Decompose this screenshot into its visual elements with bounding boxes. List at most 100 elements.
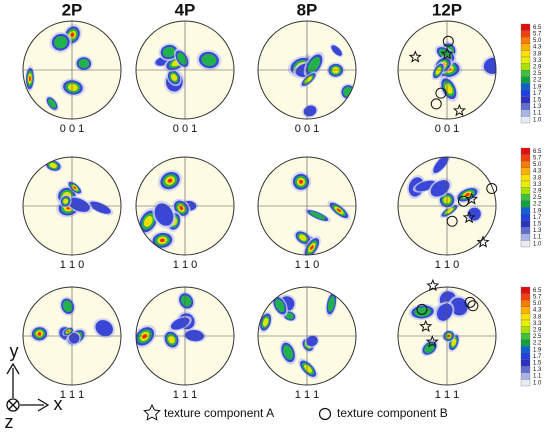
colorbar-label: 1.3 — [533, 367, 542, 373]
marker-circle — [416, 303, 428, 315]
pole-figure — [398, 21, 496, 119]
colorbar-label: 6.5 — [533, 288, 542, 294]
pole-figure — [136, 157, 234, 255]
marker-star — [465, 192, 479, 205]
contour — [48, 98, 57, 109]
colorbar-label: 6.5 — [533, 25, 542, 31]
colorbar-cell — [520, 76, 531, 84]
outline — [135, 156, 235, 256]
colorbar-cell — [520, 346, 531, 354]
column-header: 8P — [297, 0, 318, 19]
contour — [177, 52, 187, 65]
colorbar-cell — [520, 154, 531, 162]
colorbar-cell — [520, 313, 531, 321]
contour — [179, 206, 184, 211]
outline — [22, 286, 122, 386]
pole-label: 0 0 1 — [295, 123, 319, 135]
colorbar-cell — [520, 37, 531, 44]
colorbar-label: 5.0 — [533, 162, 542, 168]
pole-label: 1 1 0 — [295, 259, 319, 271]
colorbar-label: 5.7 — [533, 31, 542, 37]
column-header: 2P — [62, 0, 83, 19]
colorbar-cell — [520, 161, 531, 168]
contour — [435, 67, 442, 75]
colorbar-label: 3.3 — [533, 58, 542, 64]
contour — [159, 238, 165, 243]
contour — [307, 56, 321, 73]
colorbar-label: 1.5 — [533, 97, 542, 103]
colorbar-label: 1.9 — [533, 347, 542, 353]
colorbar-label: 3.8 — [533, 175, 542, 181]
colorbar-label: 1.1 — [533, 235, 542, 241]
contour — [67, 330, 70, 333]
contour — [154, 203, 174, 226]
colorbar-cell — [520, 352, 531, 360]
colorbar-cell — [520, 326, 531, 334]
contour — [70, 32, 75, 37]
contour — [275, 299, 285, 313]
colorbar-cell — [520, 359, 531, 367]
pole-figure — [258, 287, 356, 385]
colorbar-label: 2.5 — [533, 71, 542, 77]
pole-figure — [258, 157, 356, 255]
pole-label: 1 1 1 — [173, 389, 197, 401]
colorbar-label: 1.3 — [533, 104, 542, 110]
pole-label: 1 1 1 — [60, 389, 84, 401]
outline — [397, 20, 497, 120]
colorbar-cell — [520, 319, 531, 327]
column-header: 4P — [175, 0, 196, 19]
marker-star — [476, 235, 490, 248]
contour — [201, 53, 217, 67]
colorbar-label: 5.0 — [533, 301, 542, 307]
outline — [257, 286, 357, 386]
colorbar-cell — [520, 103, 531, 110]
contour — [62, 300, 73, 313]
colorbar-label: 1.7 — [533, 91, 542, 97]
colorbar-cell — [520, 300, 531, 307]
outline — [397, 286, 497, 386]
marker-circle — [486, 183, 498, 195]
contour — [467, 207, 481, 221]
pole-figure — [398, 287, 496, 385]
contour — [327, 296, 335, 312]
colorbar-cell — [520, 167, 531, 175]
contour — [309, 211, 326, 220]
colorbar-label: 2.5 — [533, 195, 542, 201]
axis-label-z: z — [5, 412, 14, 432]
colorbar-label: 1.7 — [533, 354, 542, 360]
colorbar-label: 2.2 — [533, 78, 542, 84]
contour — [436, 303, 453, 321]
colorbar-cell — [520, 339, 531, 347]
contour — [424, 343, 435, 354]
contour — [69, 332, 80, 344]
colorbar-cell — [520, 70, 531, 77]
contour — [171, 73, 178, 81]
contour — [180, 295, 192, 307]
pole-label: 1 1 0 — [60, 259, 84, 271]
contour — [285, 312, 294, 320]
colorbar-label: 4.3 — [533, 169, 542, 175]
outline — [257, 20, 357, 120]
contour — [310, 245, 314, 250]
colorbar-cell — [520, 286, 531, 294]
marker-star — [440, 47, 454, 60]
marker-circle — [446, 215, 458, 227]
colorbar-label: 1.1 — [533, 374, 542, 380]
marker-circle — [464, 296, 476, 308]
contour — [299, 234, 307, 241]
contour — [63, 198, 69, 204]
colorbar-cell — [520, 306, 531, 314]
contour — [89, 201, 111, 214]
colorbar-cell — [520, 333, 531, 340]
contour — [445, 207, 454, 214]
colorbar-cell — [520, 200, 531, 208]
outline — [135, 20, 235, 120]
contour — [450, 297, 468, 316]
marker-circle — [430, 98, 442, 110]
outline — [257, 156, 357, 256]
colorbar-cell — [520, 43, 531, 51]
colorbar-label: 4.3 — [533, 45, 542, 51]
colorbar-cell — [520, 56, 531, 64]
legend-circle — [318, 407, 332, 421]
